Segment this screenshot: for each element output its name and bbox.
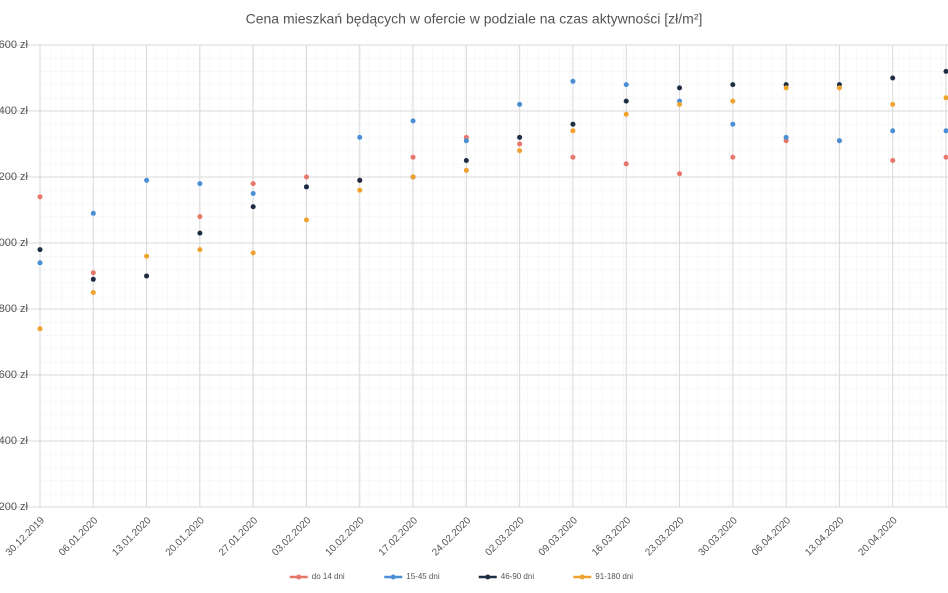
- data-point: [357, 187, 363, 193]
- data-point: [197, 214, 203, 220]
- data-point: [890, 101, 896, 107]
- data-point: [570, 154, 576, 160]
- data-point: [517, 148, 523, 154]
- data-point: [144, 253, 150, 259]
- data-point: [144, 273, 150, 279]
- data-point: [890, 75, 896, 81]
- data-point: [197, 247, 203, 253]
- data-point: [90, 290, 96, 295]
- data-point: [303, 184, 309, 190]
- data-point: [836, 138, 842, 144]
- data-point: [570, 78, 576, 84]
- y-tick-label: 7 400 zł: [0, 105, 29, 117]
- data-point: [730, 82, 736, 88]
- legend-label: 15-45 dni: [406, 572, 440, 581]
- data-point: [570, 128, 576, 134]
- chart-title: Cena mieszkań będących w ofercie w podzi…: [246, 11, 703, 27]
- data-point: [517, 101, 523, 107]
- data-point: [623, 82, 629, 88]
- data-point: [836, 85, 842, 91]
- legend-label: do 14 dni: [312, 572, 345, 581]
- y-tick-label: 7 000 zł: [0, 237, 29, 249]
- data-point: [303, 174, 309, 180]
- x-tick-label: 30.12.2019: [4, 515, 47, 558]
- data-point: [197, 181, 203, 187]
- data-point: [943, 95, 948, 101]
- data-point: [890, 128, 896, 134]
- data-point: [37, 247, 43, 253]
- x-tick-label: 27.01.2020: [217, 515, 260, 558]
- data-point: [90, 210, 96, 216]
- x-tick-label: 10.02.2020: [324, 515, 367, 558]
- legend-marker: [485, 574, 491, 580]
- data-point: [357, 134, 363, 140]
- x-tick-label: 06.04.2020: [750, 515, 793, 558]
- data-point: [570, 121, 576, 127]
- data-point: [890, 158, 896, 163]
- x-tick-label: 16.03.2020: [590, 515, 633, 558]
- data-point: [783, 85, 789, 91]
- data-point: [197, 230, 203, 236]
- data-point: [463, 158, 469, 163]
- data-point: [463, 138, 469, 144]
- y-tick-label: 6 400 zł: [0, 435, 29, 447]
- minor-grid: [40, 45, 948, 507]
- data-point: [730, 121, 736, 127]
- x-tick-label: 09.03.2020: [537, 515, 580, 558]
- data-point: [623, 161, 629, 167]
- data-point: [783, 134, 789, 140]
- data-point: [250, 181, 256, 187]
- data-point: [677, 101, 683, 107]
- x-tick-label: 02.03.2020: [483, 515, 526, 558]
- data-point: [410, 154, 416, 160]
- data-point: [410, 174, 416, 180]
- data-point: [37, 194, 43, 200]
- data-point: [677, 171, 683, 177]
- data-point: [517, 134, 523, 140]
- data-point: [730, 154, 736, 160]
- x-tick-label: 17.02.2020: [377, 515, 420, 558]
- y-tick-label: 6 600 zł: [0, 369, 29, 381]
- data-point: [410, 118, 416, 124]
- x-tick-label: 20.04.2020: [857, 515, 900, 558]
- x-tick-label: 30.03.2020: [697, 515, 740, 558]
- data-point: [250, 250, 256, 256]
- y-tick-label: 7 600 zł: [0, 39, 29, 51]
- data-point: [943, 68, 948, 74]
- data-point: [677, 85, 683, 91]
- x-tick-label: 13.04.2020: [803, 515, 846, 558]
- legend-marker: [579, 574, 585, 580]
- data-point: [250, 191, 256, 196]
- data-point: [37, 260, 43, 266]
- x-tick-label: 24.02.2020: [430, 515, 473, 558]
- data-point: [303, 217, 309, 223]
- legend-label: 46-90 dni: [501, 572, 535, 581]
- x-tick-label: 03.02.2020: [270, 515, 313, 558]
- y-tick-label: 7 200 zł: [0, 171, 29, 183]
- data-point: [37, 326, 43, 332]
- x-tick-label: 20.01.2020: [164, 515, 207, 558]
- data-point: [623, 98, 629, 104]
- data-point: [144, 177, 150, 183]
- data-point: [623, 111, 629, 117]
- data-point: [250, 204, 256, 210]
- x-tick-label: 23.03.2020: [643, 515, 686, 558]
- data-point: [517, 141, 523, 147]
- data-point: [90, 270, 96, 276]
- legend-label: 91-180 dni: [595, 572, 633, 581]
- data-point: [357, 177, 363, 183]
- x-tick-label: 06.01.2020: [57, 515, 100, 558]
- y-tick-label: 6 800 zł: [0, 303, 29, 315]
- data-point: [943, 154, 948, 160]
- data-point: [463, 167, 469, 173]
- legend-marker: [296, 574, 302, 580]
- x-tick-label: 13.01.2020: [110, 515, 153, 558]
- legend-marker: [390, 574, 396, 580]
- data-point: [90, 276, 96, 282]
- data-point: [730, 98, 736, 104]
- y-tick-label: 6 200 zł: [0, 501, 29, 513]
- data-point: [943, 128, 948, 134]
